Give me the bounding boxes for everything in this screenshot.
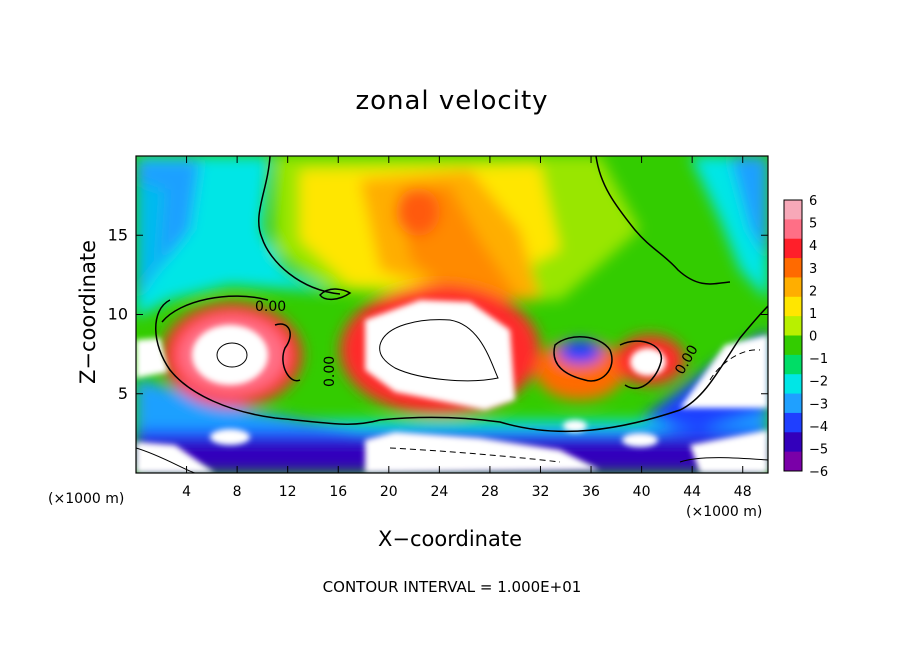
x-tick-label: 44 <box>683 484 701 500</box>
chart-title: zonal velocity <box>355 86 549 116</box>
colorbar-label: −2 <box>809 375 828 390</box>
colorbar-label: −6 <box>809 465 828 480</box>
y-tick-label: 5 <box>118 384 128 403</box>
colorbar-swatch <box>784 296 802 317</box>
colorbar-label: −4 <box>809 420 828 435</box>
colorbar-swatch <box>784 316 802 336</box>
colorbar-label: 4 <box>809 239 817 254</box>
colorbar-swatch <box>784 412 802 433</box>
x-tick-label: 24 <box>430 484 448 500</box>
x-tick-label: 36 <box>582 484 600 500</box>
x-tick-label: 8 <box>233 484 242 500</box>
colorbar-label: 3 <box>809 262 817 277</box>
colorbar-label: 0 <box>809 330 817 345</box>
colorbar-swatch <box>784 432 802 453</box>
y-axis-label: Z−coordinate <box>76 240 100 384</box>
x-unit-right: (×1000 m) <box>686 504 763 520</box>
colorbar-label: −5 <box>809 442 828 457</box>
contour-interval-footer: CONTOUR INTERVAL = 1.000E+01 <box>322 578 582 596</box>
colorbar-swatch <box>784 200 802 220</box>
x-tick-label: 48 <box>734 484 752 500</box>
colorbar-swatch <box>784 219 802 240</box>
colorbar-label: 1 <box>809 307 817 322</box>
x-axis-label: X−coordinate <box>378 527 522 551</box>
y-tick-label: 15 <box>108 225 128 244</box>
x-tick-label: 20 <box>380 484 398 500</box>
heatmap-field: 0.00 0.00 0.00 <box>136 156 768 473</box>
x-tick-label: 40 <box>633 484 651 500</box>
colorbar-swatch <box>784 451 802 472</box>
contour-label: 0.00 <box>322 356 338 387</box>
colorbar-swatch <box>784 374 802 395</box>
colorbar-swatch <box>784 277 802 298</box>
colorbar-label: 6 <box>809 194 817 209</box>
colorbar-frame <box>783 199 803 472</box>
colorbar-swatch <box>784 238 802 259</box>
x-tick-label: 12 <box>279 484 297 500</box>
x-tick-label: 32 <box>532 484 550 500</box>
colorbar-swatch <box>784 335 802 356</box>
colorbar: 6 5 4 3 2 1 0 −1 −2 −3 −4 −5 −6 <box>783 194 828 480</box>
y-tick-label: 10 <box>108 305 128 324</box>
colorbar-swatch <box>784 354 802 375</box>
x-tick-label: 4 <box>182 484 191 500</box>
x-tick-label: 28 <box>481 484 499 500</box>
colorbar-swatch <box>784 393 802 414</box>
x-tick-label: 16 <box>329 484 347 500</box>
colorbar-label: −3 <box>809 397 828 412</box>
colorbar-label: 5 <box>809 217 817 232</box>
colorbar-label: 2 <box>809 284 817 299</box>
contour-label: 0.00 <box>255 299 286 315</box>
x-unit-left: (×1000 m) <box>48 491 125 507</box>
colorbar-swatch <box>784 258 802 278</box>
colorbar-label: −1 <box>809 352 828 367</box>
